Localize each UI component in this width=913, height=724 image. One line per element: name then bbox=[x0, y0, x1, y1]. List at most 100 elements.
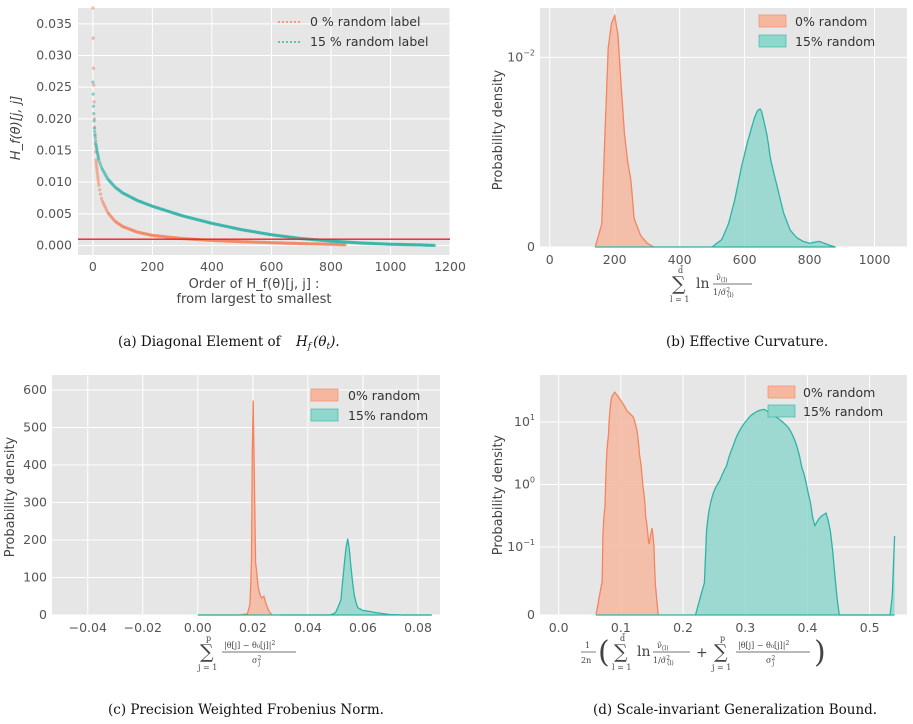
scatter-point bbox=[93, 133, 97, 137]
series-orange bbox=[594, 13, 655, 248]
x-tick-label: 400 bbox=[200, 259, 224, 274]
b-ln: ln bbox=[696, 276, 710, 292]
density-area bbox=[596, 392, 659, 615]
panel-b-chart: 0 200 400 600 800 1000 0 10−2 Probability densi… bbox=[491, 8, 907, 350]
panel-a-tick-labels: 0 200 400 600 800 1000 1200 0.000 0.005 0.010 0.01… bbox=[36, 16, 466, 274]
scatter-point bbox=[92, 112, 96, 116]
x-tick-label: 0.0 bbox=[549, 620, 569, 635]
scatter-point bbox=[93, 136, 97, 140]
panel-b-plot-area bbox=[540, 8, 907, 247]
scatter-point bbox=[94, 163, 99, 167]
scatter-point bbox=[94, 139, 98, 143]
caption-c: (c) Precision Weighted Frobenius Norm. bbox=[108, 702, 384, 718]
x-tick-label: 0 bbox=[546, 252, 554, 267]
d-sum2-sign: ∑ bbox=[714, 641, 728, 663]
y-tick-label: 0.025 bbox=[36, 79, 72, 94]
panel-b-marks bbox=[594, 13, 836, 248]
y-tick-label: 100 bbox=[514, 476, 535, 492]
b-sum-sign: ∑ bbox=[672, 273, 686, 295]
panel-a-ylabel: H_f(θ)[j, j] bbox=[9, 96, 24, 161]
x-tick-label: 1000 bbox=[375, 259, 407, 274]
scatter-point bbox=[96, 176, 100, 180]
scatter-point bbox=[98, 188, 102, 192]
y-tick-label: 0.035 bbox=[36, 16, 72, 31]
b-sum-bottom: l = 1 bbox=[670, 295, 689, 304]
y-tick-label: 200 bbox=[23, 532, 47, 547]
y-tick-label: 101 bbox=[514, 413, 535, 429]
x-tick-label: 0.1 bbox=[611, 620, 631, 635]
x-tick-label: 1000 bbox=[859, 252, 891, 267]
scatter-point bbox=[91, 80, 95, 84]
scatter-point bbox=[94, 158, 98, 162]
panel-d-tick-labels: 0.0 0.1 0.2 0.3 0.4 0.5 0 10−1 100 101 bbox=[507, 413, 879, 635]
legend-label-0-random: 0 % random label bbox=[310, 14, 420, 29]
density-area bbox=[695, 409, 895, 615]
panel-a-legend: 0 % random label 15 % random label bbox=[278, 14, 428, 49]
d-pre-num: 1 bbox=[585, 641, 590, 650]
y-tick-label: 0.010 bbox=[36, 174, 72, 189]
scatter-point bbox=[91, 104, 96, 108]
panel-c-plot-area bbox=[52, 375, 440, 615]
panel-c-chart: −0.04 −0.02 0.00 0.02 0.04 0.06 0.08 0 100 200 300… bbox=[3, 375, 440, 718]
panel-a-grid bbox=[78, 8, 451, 255]
scatter-point bbox=[91, 6, 95, 10]
panel-a-xlabel-line2: from largest to smallest bbox=[176, 292, 331, 307]
series-teal bbox=[711, 108, 836, 248]
x-tick-label: 200 bbox=[603, 252, 627, 267]
series-orange bbox=[595, 391, 659, 616]
scatter-point bbox=[92, 83, 96, 87]
y-tick-label: 0 bbox=[39, 607, 47, 622]
panel-d-legend: 0% random 15% random bbox=[767, 385, 883, 419]
legend-swatch-orange bbox=[310, 388, 339, 402]
panel-b-legend: 0% random 15% random bbox=[758, 14, 875, 49]
panel-d-chart: 0.0 0.1 0.2 0.3 0.4 0.5 0 10−1 100 101 Probabilit… bbox=[491, 375, 907, 718]
legend-label-15-random: 15% random bbox=[348, 408, 428, 423]
d-frac2-den: σ2 j bbox=[766, 655, 775, 667]
panel-c-tick-labels: −0.04 −0.02 0.00 0.02 0.04 0.06 0.08 0 100 200 300… bbox=[23, 382, 432, 635]
series-orange bbox=[91, 6, 347, 247]
x-tick-label: 800 bbox=[798, 252, 822, 267]
x-tick-label: −0.02 bbox=[124, 620, 162, 635]
scatter-point bbox=[95, 166, 99, 170]
d-sum2-bottom: j = 1 bbox=[711, 663, 731, 672]
legend-label-15-random: 15% random bbox=[803, 404, 883, 419]
density-area bbox=[595, 15, 654, 247]
d-lparen: ( bbox=[598, 635, 610, 670]
density-line bbox=[595, 391, 659, 616]
d-ln: ln bbox=[637, 644, 651, 660]
y-tick-label: 400 bbox=[23, 457, 47, 472]
y-tick-label: 0 bbox=[527, 607, 535, 622]
scatter-point bbox=[97, 183, 101, 187]
caption-a-math: Hf (θt). bbox=[295, 334, 340, 352]
x-tick-label: 0.4 bbox=[798, 620, 818, 635]
series-teal bbox=[91, 80, 437, 248]
legend-label-0-random: 0% random bbox=[803, 385, 875, 400]
legend-label-0-random: 0% random bbox=[795, 14, 867, 29]
d-pre-den: 2n bbox=[581, 656, 591, 665]
density-area bbox=[712, 109, 836, 247]
y-tick-label: 10−2 bbox=[507, 48, 535, 64]
x-tick-label: 0.3 bbox=[735, 620, 755, 635]
panel-b-tick-labels: 0 200 400 600 800 1000 0 10−2 bbox=[507, 48, 890, 267]
density-line bbox=[711, 108, 836, 248]
panel-b-xlabel: d̃ ∑ l = 1 ln ν̃(l) 1/σ̃2 (l) bbox=[670, 264, 752, 304]
y-tick-label: 100 bbox=[23, 570, 47, 585]
panel-c-marks bbox=[197, 400, 432, 616]
scatter-point bbox=[96, 173, 100, 177]
x-tick-label: 800 bbox=[319, 259, 343, 274]
scatter-point bbox=[343, 243, 347, 247]
d-sum2-top: p bbox=[720, 634, 725, 643]
x-tick-label: 0.02 bbox=[239, 620, 267, 635]
scatter-point bbox=[92, 126, 96, 130]
density-line bbox=[594, 13, 655, 248]
legend-label-15-random: 15% random bbox=[795, 34, 875, 49]
scatter-point bbox=[99, 163, 103, 167]
b-frac-num: ν̃(l) bbox=[716, 273, 727, 284]
y-tick-label: 300 bbox=[23, 495, 47, 510]
legend-swatch-orange bbox=[767, 385, 796, 399]
d-frac2-num: |θ[j] − θ₀[j]|2 bbox=[738, 640, 789, 650]
panel-c-xlabel: p ∑ j = 1 |θ[j] − θ₀[j]|2 σ2 j bbox=[197, 634, 296, 672]
x-tick-label: 600 bbox=[733, 252, 757, 267]
c-sum-bottom: j = 1 bbox=[197, 663, 217, 672]
scatter-point bbox=[96, 178, 100, 182]
